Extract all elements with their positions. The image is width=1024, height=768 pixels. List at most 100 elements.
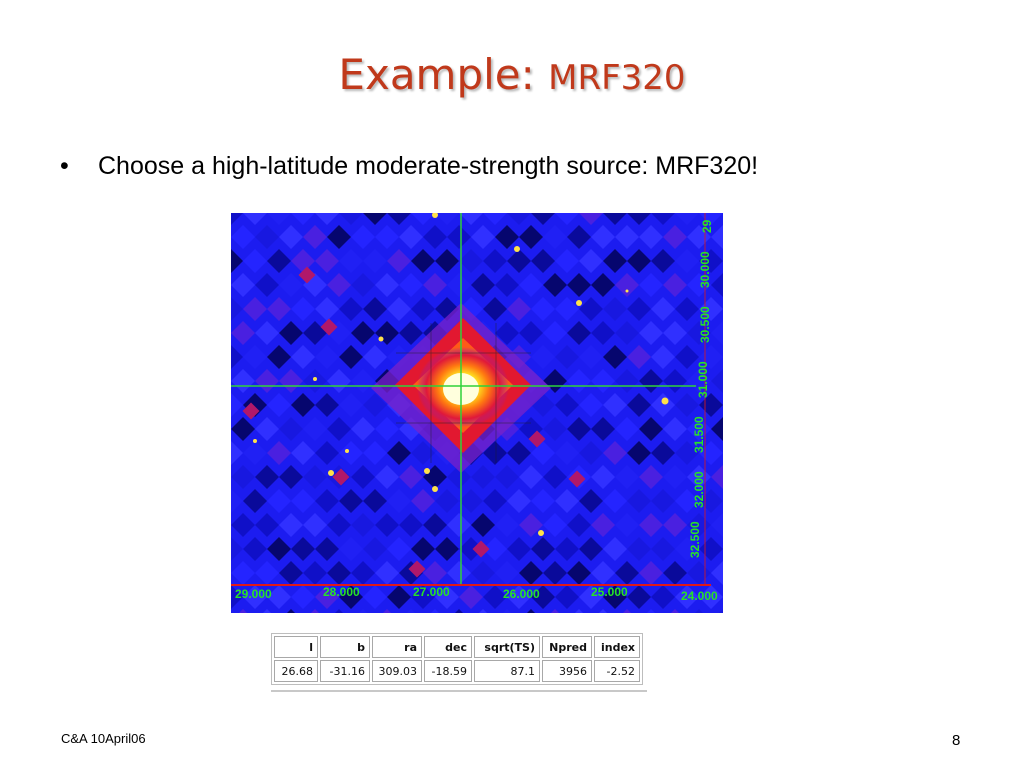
source-grid bbox=[396, 323, 531, 463]
map-tile bbox=[267, 213, 291, 225]
footer-date: C&A 10April06 bbox=[61, 731, 146, 746]
map-tile bbox=[447, 465, 471, 489]
map-tile bbox=[495, 561, 519, 585]
map-tile bbox=[603, 345, 627, 369]
map-tile bbox=[351, 561, 375, 585]
map-tile bbox=[231, 513, 255, 537]
map-tile bbox=[327, 369, 351, 393]
map-tile bbox=[267, 345, 291, 369]
map-tile bbox=[483, 537, 507, 561]
map-tile bbox=[375, 465, 399, 489]
map-tile bbox=[339, 297, 363, 321]
map-tile bbox=[675, 393, 699, 417]
map-tile bbox=[591, 417, 615, 441]
map-tile bbox=[639, 273, 663, 297]
map-tile bbox=[663, 225, 687, 249]
results-table: l b ra dec sqrt(TS) Npred index 26.68 -3… bbox=[271, 633, 643, 685]
map-tile bbox=[327, 417, 351, 441]
map-tile bbox=[255, 513, 279, 537]
table-cell: 309.03 bbox=[372, 660, 422, 682]
map-tile bbox=[255, 273, 279, 297]
map-tile bbox=[663, 465, 687, 489]
map-tile bbox=[363, 489, 387, 513]
bullet-item: • Choose a high-latitude moderate-strengt… bbox=[60, 152, 758, 181]
map-tile bbox=[231, 393, 243, 417]
map-tile bbox=[527, 609, 535, 613]
map-tile bbox=[663, 369, 687, 393]
map-tile bbox=[363, 393, 387, 417]
map-tile bbox=[363, 537, 387, 561]
map-tile bbox=[663, 513, 687, 537]
map-tile bbox=[231, 249, 243, 273]
y-tick-label: 32.000 bbox=[692, 471, 706, 508]
map-tile bbox=[363, 585, 387, 609]
map-tile bbox=[423, 561, 447, 585]
map-tile bbox=[507, 297, 531, 321]
map-tile bbox=[435, 489, 459, 513]
map-tile bbox=[327, 513, 351, 537]
map-tile bbox=[483, 249, 507, 273]
map-tile bbox=[603, 441, 627, 465]
map-tile bbox=[435, 585, 459, 609]
x-tick-label: 25.000 bbox=[591, 585, 628, 599]
table-row: 26.68 -31.16 309.03 -18.59 87.1 3956 -2.… bbox=[274, 660, 640, 682]
map-tile bbox=[243, 441, 267, 465]
map-tile bbox=[567, 513, 591, 537]
map-tile bbox=[423, 273, 447, 297]
map-tile bbox=[243, 489, 267, 513]
table-cell: 87.1 bbox=[474, 660, 540, 682]
map-tile bbox=[639, 465, 663, 489]
map-tile bbox=[375, 561, 399, 585]
map-tile bbox=[231, 345, 243, 369]
map-tile bbox=[495, 273, 519, 297]
map-tile bbox=[531, 537, 555, 561]
map-tile bbox=[351, 321, 375, 345]
map-tile bbox=[663, 321, 687, 345]
map-tile bbox=[627, 393, 651, 417]
map-tile bbox=[255, 561, 279, 585]
map-tile bbox=[603, 213, 627, 225]
map-tile bbox=[279, 321, 303, 345]
map-tile bbox=[231, 417, 255, 441]
map-tile bbox=[555, 297, 579, 321]
map-tile bbox=[387, 585, 411, 609]
map-tile bbox=[615, 417, 639, 441]
slide-title: Example: MRF320 bbox=[0, 50, 1024, 99]
map-tile bbox=[231, 537, 243, 561]
map-tile bbox=[531, 249, 555, 273]
map-tile bbox=[411, 213, 435, 225]
column-header-index: index bbox=[594, 636, 640, 658]
map-tile bbox=[267, 441, 291, 465]
map-tile bbox=[315, 393, 339, 417]
map-tile bbox=[327, 561, 351, 585]
table-cell: 3956 bbox=[542, 660, 592, 682]
map-tile bbox=[483, 441, 507, 465]
map-tile bbox=[399, 465, 423, 489]
map-tile bbox=[279, 561, 303, 585]
map-tile bbox=[651, 441, 675, 465]
counts-map-svg: 29.000 28.000 27.000 26.000 25.000 24.00… bbox=[231, 213, 723, 613]
map-tile bbox=[543, 417, 567, 441]
slide-title-source: MRF320 bbox=[548, 58, 686, 98]
map-tile bbox=[423, 513, 447, 537]
map-tile bbox=[279, 225, 303, 249]
x-tick-label: 29.000 bbox=[235, 587, 272, 601]
map-tile bbox=[387, 489, 411, 513]
map-tile bbox=[243, 585, 267, 609]
map-tile bbox=[231, 213, 243, 225]
map-tile bbox=[455, 609, 463, 613]
map-tile bbox=[375, 273, 399, 297]
y-tick-label: 32.500 bbox=[688, 521, 702, 558]
map-tile bbox=[531, 585, 555, 609]
map-tile bbox=[615, 465, 639, 489]
map-tile bbox=[575, 609, 583, 613]
map-tile bbox=[471, 273, 495, 297]
y-tick-label: 30.500 bbox=[698, 306, 712, 343]
map-tile bbox=[591, 321, 615, 345]
map-tile bbox=[267, 537, 291, 561]
map-tile bbox=[435, 213, 459, 225]
map-tile bbox=[519, 273, 543, 297]
map-tile bbox=[519, 561, 543, 585]
map-tile bbox=[471, 225, 495, 249]
map-tile bbox=[639, 513, 663, 537]
